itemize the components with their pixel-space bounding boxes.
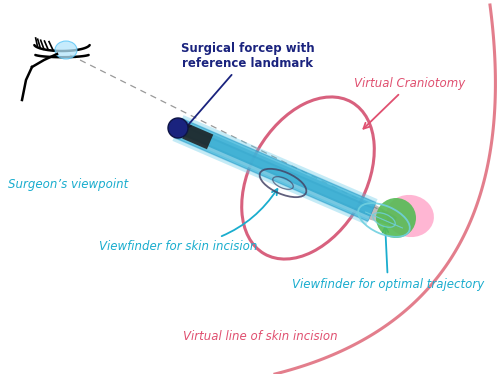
Ellipse shape <box>386 195 434 237</box>
Text: Virtual line of skin incision: Virtual line of skin incision <box>182 330 338 343</box>
Circle shape <box>168 118 188 138</box>
Text: Surgical forcep with
reference landmark: Surgical forcep with reference landmark <box>181 42 315 128</box>
Polygon shape <box>175 133 370 219</box>
Polygon shape <box>172 115 378 225</box>
Polygon shape <box>182 124 214 149</box>
Text: Viewfinder for skin incision: Viewfinder for skin incision <box>99 189 278 253</box>
Polygon shape <box>369 205 397 227</box>
Ellipse shape <box>55 41 77 59</box>
Polygon shape <box>174 118 376 222</box>
Polygon shape <box>175 121 375 219</box>
Text: Surgeon’s viewpoint: Surgeon’s viewpoint <box>8 178 128 191</box>
Ellipse shape <box>376 198 416 238</box>
Text: Viewfinder for optimal trajectory: Viewfinder for optimal trajectory <box>292 227 484 291</box>
Polygon shape <box>177 125 373 215</box>
Text: Virtual Craniotomy: Virtual Craniotomy <box>354 77 466 129</box>
Polygon shape <box>176 123 374 217</box>
Polygon shape <box>174 119 376 221</box>
